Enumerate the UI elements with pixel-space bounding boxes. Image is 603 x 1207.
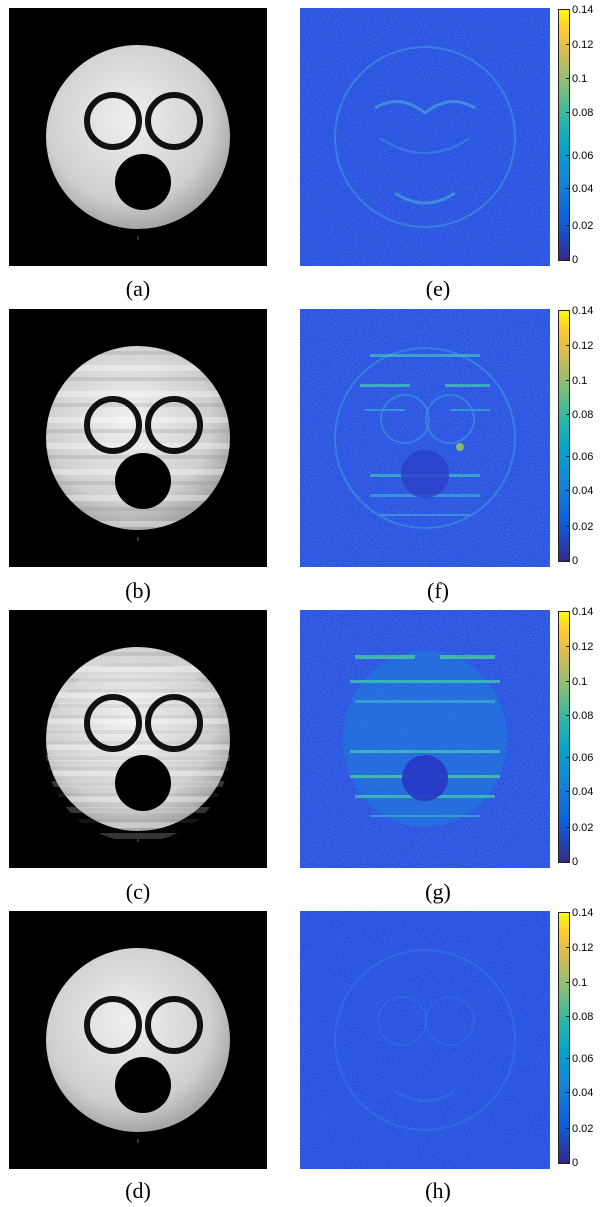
colorbar-h-tick: 0: [565, 1157, 579, 1169]
caption-b: (b): [125, 578, 151, 603]
colorbar-f-tick: 0.08: [565, 409, 594, 421]
colorbar-e-tick: 0.12: [565, 39, 594, 51]
colorbar-f-tick: 0.02: [565, 521, 594, 533]
caption-c: (c): [125, 879, 151, 904]
colorbar-e-tick: 0.1: [565, 73, 588, 85]
colorbar-e-tick: 0.04: [565, 183, 594, 195]
colorbar-h-tick: 0.08: [565, 1011, 594, 1023]
colorbar-g-tick: 0: [565, 856, 579, 868]
colorbar-g-tick: 0.02: [565, 822, 594, 834]
colorbar-g-tick: 0.04: [565, 786, 594, 798]
colorbar-h-tick: 0.12: [565, 942, 594, 954]
caption-d: (d): [125, 1178, 151, 1203]
colorbar-h-tick: 0.1: [565, 977, 588, 989]
panel-b-phantom-image: [9, 309, 267, 567]
panel-h-error-map: [300, 911, 550, 1169]
colorbar-h-tick: 0.06: [565, 1053, 594, 1065]
colorbar-f-tick: 0.1: [565, 375, 588, 387]
caption-a: (a): [125, 276, 151, 301]
colorbar-e-tick: 0.02: [565, 220, 594, 232]
panel-c-phantom-image: [9, 610, 267, 868]
panel-f-error-map: [300, 309, 550, 567]
colorbar-h: [558, 912, 570, 1164]
colorbar-e-tick: 0: [565, 254, 579, 266]
colorbar-h-tick: 0.02: [565, 1123, 594, 1135]
colorbar-g-tick: 0.06: [565, 752, 594, 764]
colorbar-f: [558, 310, 570, 562]
panel-e-error-map: [300, 8, 550, 266]
colorbar-g-tick: 0.12: [565, 641, 594, 653]
colorbar-e-tick: 0.06: [565, 150, 594, 162]
colorbar-g-tick: 0.08: [565, 710, 594, 722]
colorbar-f-tick: 0.12: [565, 340, 594, 352]
colorbar-e: [558, 9, 570, 261]
panel-a-phantom-image: [9, 8, 267, 266]
panel-d-phantom-image: [9, 911, 267, 1169]
colorbar-f-tick: 0.04: [565, 485, 594, 497]
caption-g: (g): [425, 879, 451, 904]
colorbar-e-tick: 0.14: [565, 4, 594, 16]
caption-f: (f): [427, 578, 449, 603]
colorbar-g-tick: 0.1: [565, 676, 588, 688]
colorbar-e-tick: 0.08: [565, 107, 594, 119]
colorbar-f-tick: 0.06: [565, 451, 594, 463]
caption-e: (e): [425, 276, 451, 301]
panel-g-error-map: [300, 610, 550, 868]
colorbar-h-tick: 0.04: [565, 1087, 594, 1099]
colorbar-h-tick: 0.14: [565, 907, 594, 919]
colorbar-g-tick: 0.14: [565, 606, 594, 618]
colorbar-f-tick: 0.14: [565, 305, 594, 317]
colorbar-f-tick: 0: [565, 555, 579, 567]
colorbar-g: [558, 611, 570, 863]
caption-h: (h): [425, 1178, 451, 1203]
